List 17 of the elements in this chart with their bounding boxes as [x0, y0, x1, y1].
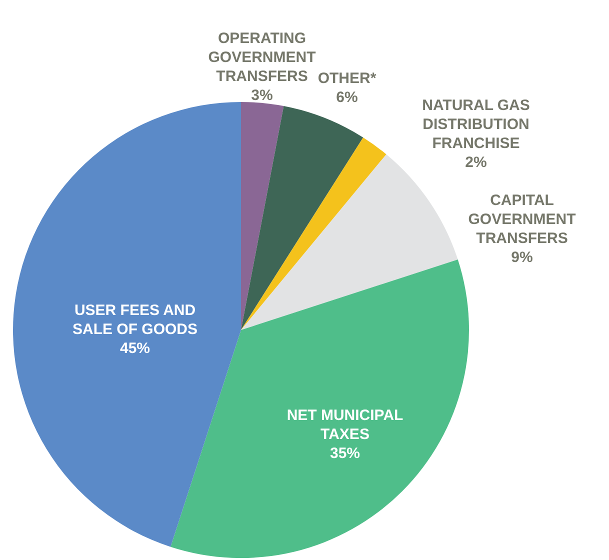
data-label: 2%	[465, 154, 487, 171]
pie-slice	[241, 137, 386, 330]
slice-label: NET MUNICIPAL TAXES	[286, 407, 404, 443]
pie-slice	[241, 102, 284, 330]
slice-label: OPERATING GOVERNMENT TRANSFERS	[208, 30, 316, 85]
data-label: 3%	[251, 87, 273, 104]
pie-slice	[13, 102, 241, 547]
data-label: 45%	[120, 340, 150, 357]
slice-label: USER FEES AND SALE OF GOODS	[72, 302, 198, 338]
data-label: 6%	[336, 89, 358, 106]
pie-slice	[241, 106, 364, 330]
data-label: 9%	[511, 249, 533, 266]
data-label: 35%	[330, 445, 360, 462]
slice-label: NATURAL GAS DISTRIBUTION FRANCHISE	[422, 97, 530, 152]
pie-slice	[241, 154, 458, 330]
slice-label: CAPITAL GOVERNMENT TRANSFERS	[468, 192, 576, 247]
slice-label: OTHER*	[318, 70, 376, 87]
